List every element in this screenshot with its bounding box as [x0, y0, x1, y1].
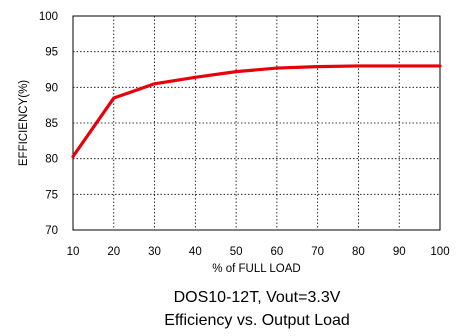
y-tick-labels: 70 75 80 85 90 95 100	[39, 11, 58, 237]
x-tick-label: 10	[67, 246, 80, 258]
y-tick-label: 100	[39, 11, 58, 23]
x-tick-label: 30	[148, 246, 161, 258]
y-tick-label: 70	[45, 225, 58, 237]
x-tick-label: 100	[430, 246, 449, 258]
chart-caption-line-1: DOS10-12T, Vout=3.3V	[174, 289, 341, 306]
x-tick-label: 70	[311, 246, 324, 258]
x-tick-label: 60	[270, 246, 283, 258]
x-tick-label: 40	[189, 246, 202, 258]
x-tick-label: 50	[230, 246, 243, 258]
y-tick-label: 80	[45, 154, 58, 166]
y-tick-label: 95	[45, 47, 58, 59]
x-tick-label: 20	[107, 246, 120, 258]
y-tick-label: 75	[45, 189, 58, 201]
x-tick-labels: 10 20 30 40 50 60 70 80 90 100	[67, 246, 450, 258]
chart-caption-line-2: Efficiency vs. Output Load	[164, 312, 350, 329]
x-axis-label: % of FULL LOAD	[212, 263, 300, 275]
efficiency-line-series-0	[71, 64, 442, 159]
plot-frame	[72, 15, 441, 231]
x-tick-label: 80	[352, 246, 365, 258]
y-axis-label: EFFICIENCY(%)	[18, 80, 30, 166]
grid-lines	[73, 16, 440, 230]
x-tick-label: 90	[393, 246, 406, 258]
series-layer	[71, 64, 442, 159]
y-tick-label: 90	[45, 82, 58, 94]
y-tick-label: 85	[45, 118, 58, 130]
